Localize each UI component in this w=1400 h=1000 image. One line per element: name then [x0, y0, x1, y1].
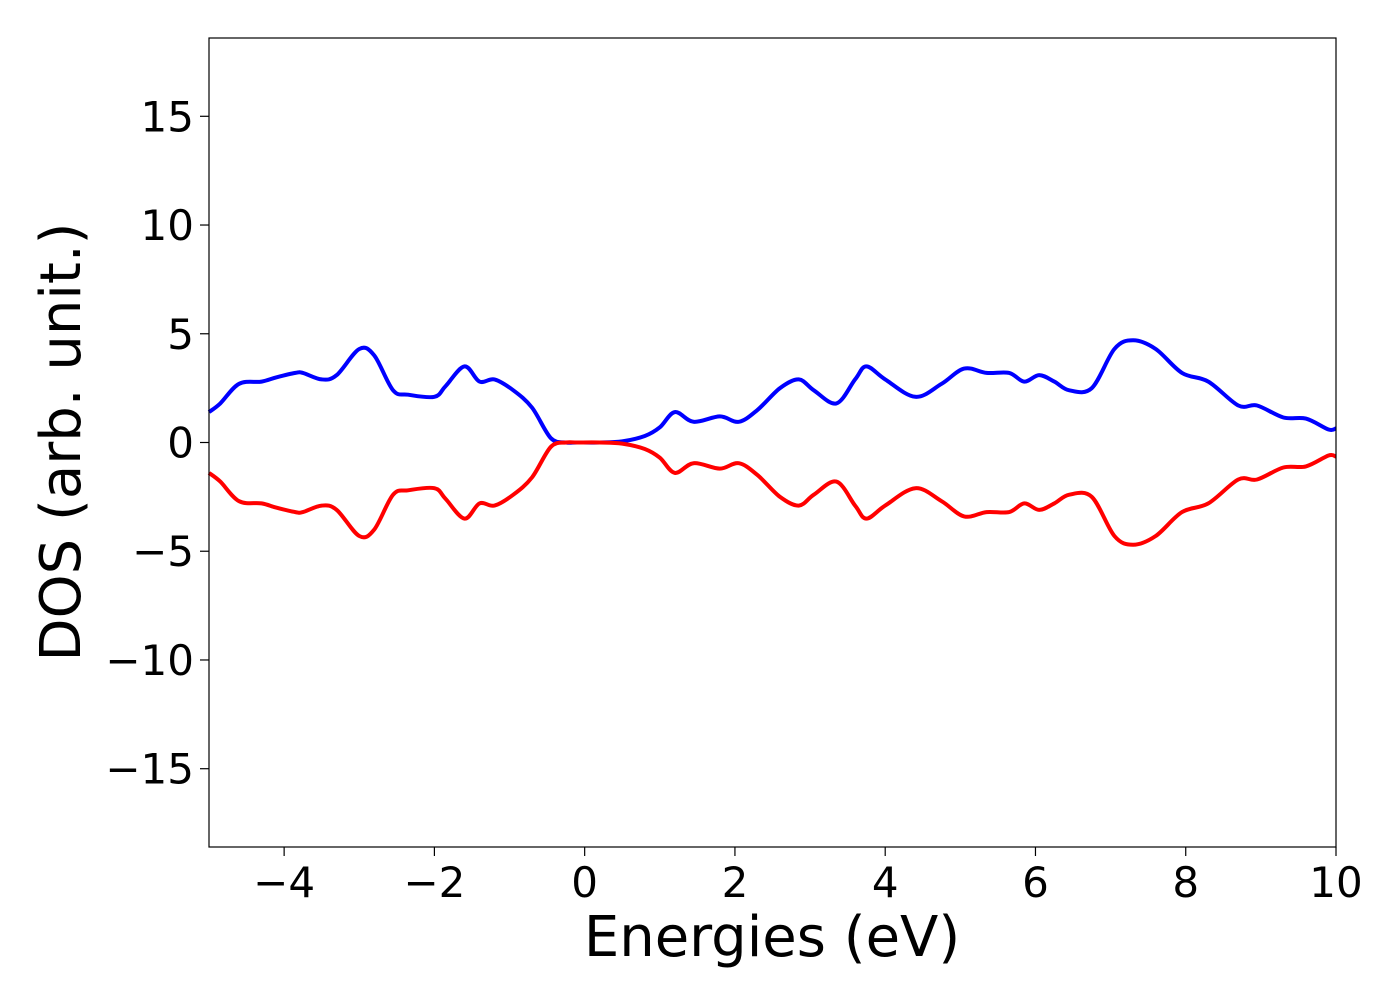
y-tick-label: 5: [167, 310, 194, 359]
x-tick-label: −2: [403, 858, 465, 907]
x-tick-label: 2: [722, 858, 749, 907]
y-tick-label: −5: [132, 527, 194, 576]
x-tick-label: 8: [1172, 858, 1199, 907]
y-tick-label: −10: [105, 636, 194, 685]
x-tick-label: 10: [1309, 858, 1362, 907]
series-layer: [207, 338, 1337, 547]
y-axis-ticks: −15 −10 −5 0 5 10 15: [105, 92, 209, 794]
series-line-2: [207, 440, 1337, 547]
y-axis-label: DOS (arb. unit.): [29, 222, 94, 661]
y-tick-label: 15: [141, 92, 194, 141]
x-tick-label: 6: [1022, 858, 1049, 907]
x-tick-label: 4: [872, 858, 899, 907]
x-tick-label: −4: [253, 858, 315, 907]
y-tick-label: 0: [167, 419, 194, 468]
series-line-1: [207, 338, 1337, 445]
x-axis-ticks: −4 −2 0 2 4 6 8 10: [253, 847, 1363, 907]
y-tick-label: 10: [141, 201, 194, 250]
x-axis-label: Energies (eV): [584, 905, 960, 970]
x-tick-label: 0: [571, 858, 598, 907]
y-tick-label: −15: [105, 745, 194, 794]
